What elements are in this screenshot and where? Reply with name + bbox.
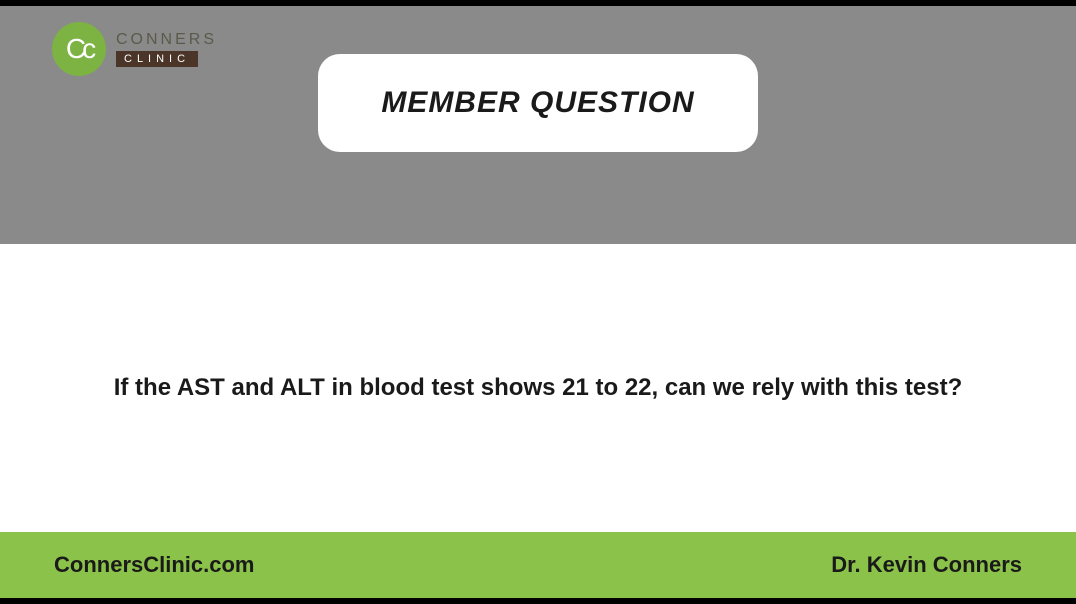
footer-author: Dr. Kevin Conners (831, 552, 1022, 578)
top-section: Cc CONNERS CLINIC MEMBER QUESTION (0, 6, 1076, 244)
logo-group: Cc CONNERS CLINIC (52, 22, 217, 76)
logo-icon-text: Cc (66, 33, 92, 65)
logo-sub-text: CLINIC (116, 51, 198, 67)
logo-main-text: CONNERS (116, 31, 217, 49)
header-card: MEMBER QUESTION (318, 54, 758, 152)
footer-section: ConnersClinic.com Dr. Kevin Conners (0, 532, 1076, 598)
question-section: If the AST and ALT in blood test shows 2… (0, 244, 1076, 532)
question-text: If the AST and ALT in blood test shows 2… (114, 370, 963, 406)
logo-text-group: CONNERS CLINIC (116, 31, 217, 67)
logo-icon: Cc (52, 22, 106, 76)
slide-container: Cc CONNERS CLINIC MEMBER QUESTION If the… (0, 6, 1076, 598)
header-title: MEMBER QUESTION (378, 86, 698, 120)
footer-website: ConnersClinic.com (54, 552, 254, 578)
